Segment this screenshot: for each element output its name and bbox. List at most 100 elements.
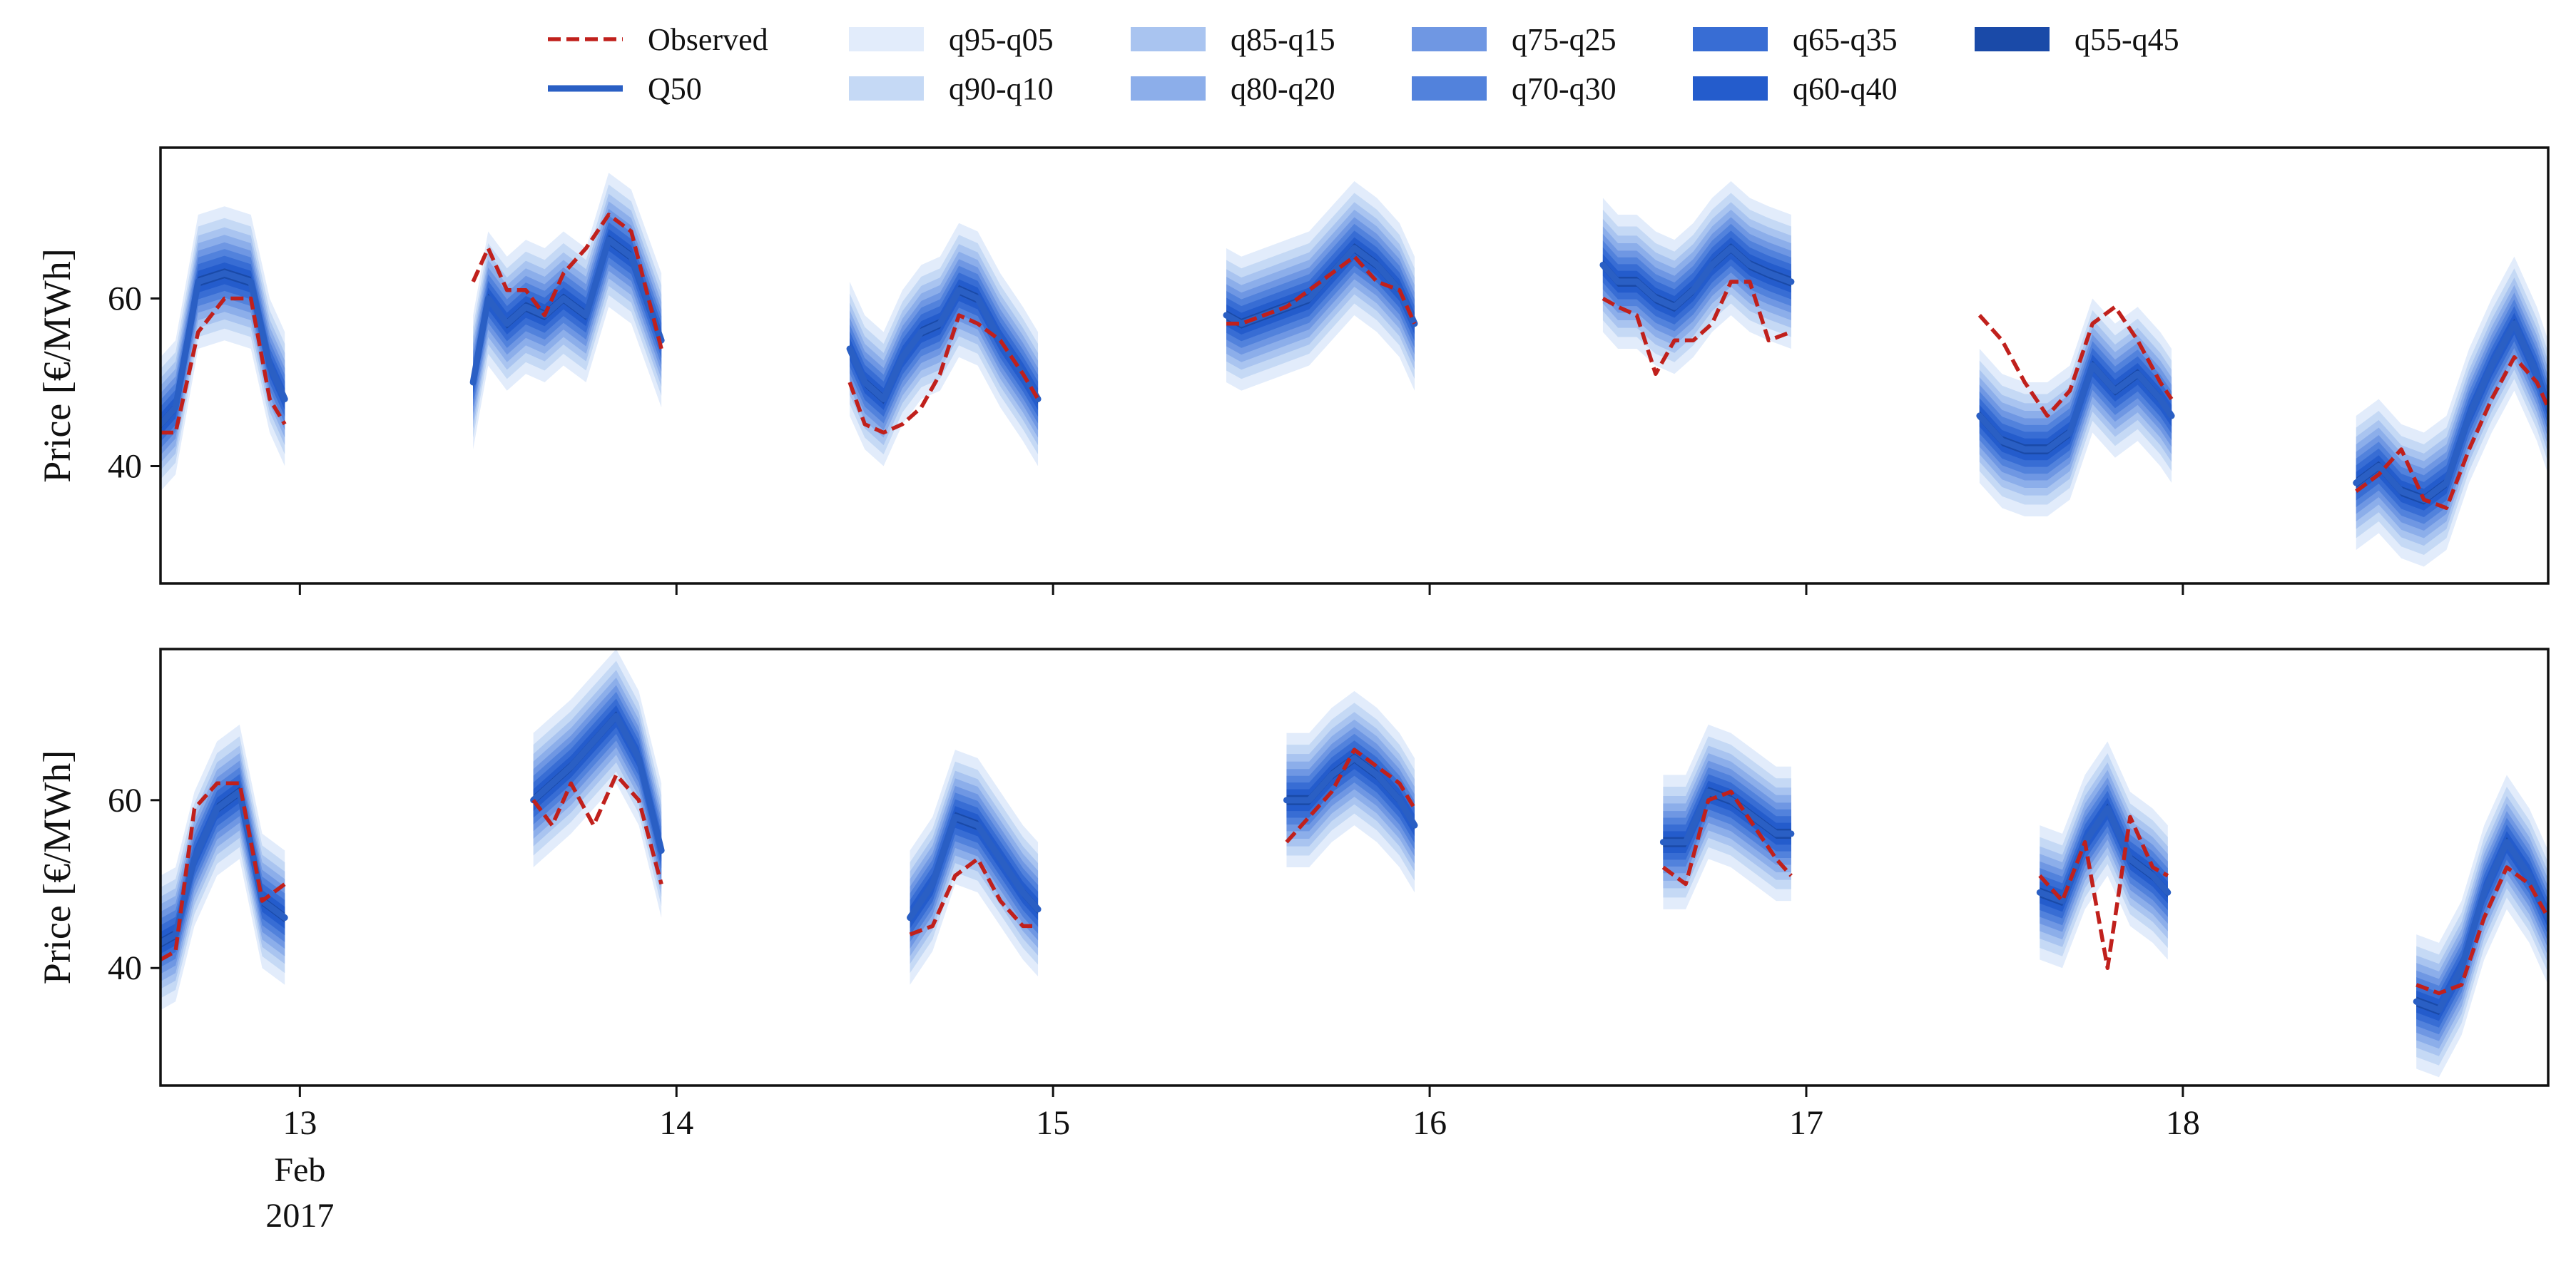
q50-line <box>846 287 1042 402</box>
legend-item-q80-q20: q80-q20 <box>1131 71 1335 106</box>
observed-line <box>2038 815 2169 970</box>
panel-1: 40 60 Price [€/MWh] <box>36 146 2550 595</box>
quantile-band-q70-q30 <box>1663 767 1791 867</box>
y-tick-label: 60 <box>108 782 142 820</box>
legend-swatch-band <box>1693 27 1768 51</box>
panel-2-segment-4 <box>1283 690 1418 893</box>
y-axis-title: Price [€/MWh] <box>36 750 78 984</box>
observed-line <box>161 781 286 961</box>
legend-label: q90-q10 <box>949 71 1054 106</box>
panel-2-segment-6 <box>2036 741 2172 970</box>
legend-item-observed: Observed <box>548 22 768 57</box>
observed-line <box>2415 865 2548 996</box>
x-tick-label: 13 <box>282 1104 317 1142</box>
legend-item-q55-q45: q55-q45 <box>1975 22 2179 57</box>
quantile-band-q65-q35 <box>1663 774 1791 860</box>
observed-line <box>1661 790 1793 887</box>
x-tick-label: 17 <box>1789 1104 1823 1142</box>
quantile-band-q80-q20 <box>910 778 1039 956</box>
panel-1-segment-7 <box>2353 256 2548 567</box>
legend-item-q70-q30: q70-q30 <box>1412 71 1617 106</box>
legend-swatch-band <box>1131 76 1206 101</box>
legend-swatch-band <box>1693 76 1768 101</box>
panel-1-segment-6 <box>1976 298 2175 516</box>
legend-label: q65-q35 <box>1793 22 1898 57</box>
q50-line <box>2353 320 2548 503</box>
quantile-band-q70-q30 <box>1286 733 1415 850</box>
x-tick-sublabel-month: Feb <box>274 1151 325 1189</box>
legend-item-q95-q05: q95-q05 <box>849 22 1054 57</box>
q50-line <box>161 270 288 428</box>
x-tick-sublabel-year: 2017 <box>265 1197 334 1235</box>
x-tick-label: 15 <box>1036 1104 1070 1142</box>
x-tick-label: 14 <box>659 1104 693 1142</box>
legend-label: q85-q15 <box>1231 22 1335 57</box>
panel-2-segment-5 <box>1659 724 1795 909</box>
observed-line <box>1602 280 1792 376</box>
quantile-band-q60-q40 <box>473 228 662 394</box>
y-tick-label: 40 <box>108 448 142 486</box>
observed-line <box>909 857 1039 936</box>
x-tick-label: 18 <box>2166 1104 2200 1142</box>
legend-item-q90-q10: q90-q10 <box>849 71 1054 106</box>
legend-label: q55-q45 <box>2074 22 2179 57</box>
legend-item-q50: Q50 <box>548 71 702 106</box>
legend-label: Observed <box>648 22 768 57</box>
panel-1-segment-1 <box>161 206 288 491</box>
panel-1-segment-4 <box>1223 181 1418 391</box>
q50-line <box>907 813 1042 922</box>
panel-2: 40 60 Price [€/MWh] 13 Feb 2017 14 15 16 17 18 <box>36 648 2550 1235</box>
observed-line <box>161 296 287 435</box>
panel-2-segment-1 <box>161 724 288 1011</box>
observed-line <box>471 213 663 349</box>
panel-1-frame <box>159 146 2550 585</box>
legend-item-q85-q15: q85-q15 <box>1131 22 1335 57</box>
quantile-band-q65-q35 <box>850 272 1039 417</box>
legend-label: q80-q20 <box>1231 71 1335 106</box>
quantile-band-q65-q35 <box>1286 740 1415 843</box>
observed-line <box>531 772 663 885</box>
q50-line <box>2036 805 2172 904</box>
q50-line <box>530 713 665 854</box>
legend-item-q65-q35: q65-q35 <box>1693 22 1898 57</box>
observed-line <box>1226 255 1417 326</box>
q50-line <box>1976 362 2175 453</box>
legend-label: q95-q05 <box>949 22 1054 57</box>
legend-swatch-band <box>1131 27 1206 51</box>
panel-2-segment-3 <box>907 750 1042 985</box>
legend-label: q75-q25 <box>1512 22 1617 57</box>
panel-1-segment-2 <box>469 173 665 449</box>
legend-swatch-band <box>1975 27 2050 51</box>
legend-label: Q50 <box>648 71 702 106</box>
observed-line <box>1977 305 2174 418</box>
panel-2-frame <box>159 648 2550 1087</box>
legend-swatch-band <box>849 27 924 51</box>
legend-swatch-band <box>1412 76 1487 101</box>
legend-item-q60-q40: q60-q40 <box>1693 71 1898 106</box>
quantile-band-q95-q05 <box>161 724 285 1011</box>
legend-label: q60-q40 <box>1793 71 1898 106</box>
panel-2-segment-7 <box>2413 775 2548 1078</box>
y-axis-title: Price [€/MWh] <box>36 248 78 482</box>
panel-1-plot-area <box>161 173 2548 567</box>
observed-line <box>2355 355 2548 510</box>
q50-line <box>2413 839 2548 1014</box>
panel-1-segment-5 <box>1599 181 1795 376</box>
y-tick-label: 60 <box>108 280 142 318</box>
q50-line <box>469 236 665 386</box>
panel-2-plot-area <box>161 649 2548 1078</box>
y-tick-label: 40 <box>108 949 142 987</box>
quantile-band-q75-q25 <box>910 785 1039 949</box>
observed-line <box>847 313 1040 435</box>
panel-2-segment-2 <box>530 649 665 918</box>
q50-line <box>1659 788 1795 846</box>
q50-line <box>1283 755 1418 829</box>
legend-swatch-band <box>1412 27 1487 51</box>
quantile-band-q65-q35 <box>2416 824 2548 1028</box>
legend-label: q70-q30 <box>1512 71 1617 106</box>
legend: Observed Q50 q95-q05 q90-q10 q85-q15 q80-q20 q… <box>548 22 2179 106</box>
observed-line <box>1285 747 1417 844</box>
q50-line <box>1599 245 1795 310</box>
panel-1-segment-3 <box>846 223 1042 466</box>
